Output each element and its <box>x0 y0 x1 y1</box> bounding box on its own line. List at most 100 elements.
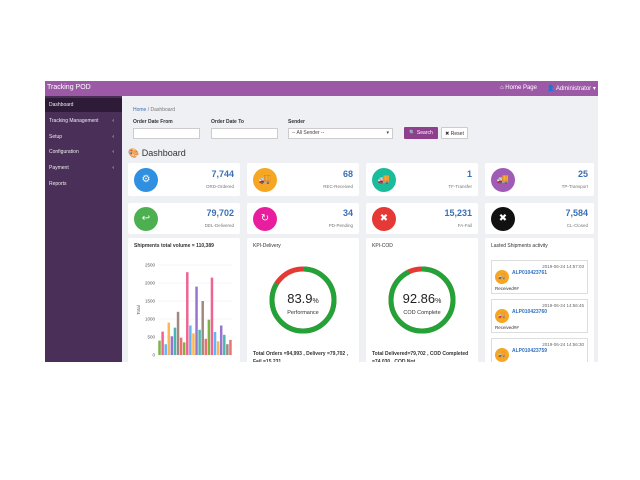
search-button[interactable]: 🔍 Search <box>404 127 438 139</box>
label: Sender <box>288 119 305 125</box>
date-input[interactable] <box>211 128 278 139</box>
sender-select[interactable]: -- All Sender -- ▾ <box>288 128 393 139</box>
sidebar-text[interactable]: Dashboard <box>49 102 74 108</box>
activity-code[interactable]: ALP010423761 <box>512 270 548 276</box>
activity-icon: 🚚 <box>495 270 509 284</box>
bar <box>176 311 180 355</box>
sidebar-text[interactable]: Payment <box>49 165 69 171</box>
sidebar-item[interactable]: Tracking Management ‹ <box>45 114 122 128</box>
stat-label: TP-Transport <box>561 183 588 189</box>
date-input[interactable] <box>133 128 200 139</box>
bar <box>204 338 208 355</box>
stat-label: FA-Fail <box>457 222 472 228</box>
brand[interactable]: Tracking POD <box>47 84 91 91</box>
y-axis-label: Total <box>136 305 141 315</box>
bar <box>210 277 214 355</box>
gauge-number: 83.9 <box>287 291 312 306</box>
sidebar-item[interactable]: Payment ‹ <box>45 161 122 175</box>
chevron: ‹ <box>112 134 114 140</box>
activity-time: 2019-06-24 14:56:45 <box>542 303 584 308</box>
stat-value: 7,584 <box>565 207 588 218</box>
stat-box: ✖ 15,231 FA-Fail <box>366 203 478 234</box>
bar <box>195 286 198 355</box>
home-text[interactable]: Home Page <box>505 85 537 91</box>
sidebar-text[interactable]: Configuration <box>49 149 79 155</box>
stat-box: 🚚 68 REC-Received <box>247 163 359 196</box>
y-tick-label: 2500 <box>145 263 156 268</box>
heading-text: Dashboard <box>141 148 186 158</box>
gauge-value: 92.86% <box>403 291 442 306</box>
gauge-value: 83.9% <box>287 291 319 306</box>
app: Tracking POD ⌂ Home Page 👤 Administrator… <box>45 81 598 362</box>
stat-value: 68 <box>342 168 353 179</box>
activity-icon: 🚚 <box>495 348 509 362</box>
panel-title: Shipments total volume = 110,389 <box>134 243 214 249</box>
gauge-arc <box>388 266 456 334</box>
sidebar-item[interactable]: Dashboard <box>45 98 122 112</box>
sidebar-item[interactable]: Reports <box>45 177 122 191</box>
user-text[interactable]: Administrator <box>555 86 592 92</box>
bar <box>229 339 232 355</box>
crumb[interactable]: Home <box>133 107 147 113</box>
button-text[interactable]: Reset <box>450 131 464 137</box>
stat-icon: ⚙ <box>134 167 158 192</box>
bar <box>189 325 192 355</box>
sidebar-item[interactable]: Setup ‹ <box>45 130 122 144</box>
stat-box: ↻ 34 PD-Pending <box>247 203 359 234</box>
panel-title: Lasted Shipments activity <box>491 243 548 249</box>
stat-value: 15,231 <box>444 207 472 218</box>
bar <box>223 334 226 355</box>
activity-status: Received## <box>495 286 519 291</box>
stat-label: PD-Pending <box>328 222 353 228</box>
stat-box: 🚚 25 TP-Transport <box>485 163 594 196</box>
y-tick-label: 1500 <box>145 299 156 304</box>
stat-value: 34 <box>342 207 353 218</box>
stat-icon: 🚚 <box>372 167 396 192</box>
bar <box>186 272 189 355</box>
sidebar-text[interactable]: Tracking Management <box>49 118 99 124</box>
bar <box>167 322 171 355</box>
reset-button[interactable]: ✖ Reset <box>441 127 468 139</box>
gauge-caption: COD Complete <box>403 310 440 316</box>
gauge-number: 92.86 <box>403 291 436 306</box>
user-menu[interactable]: 👤 Administrator ▾ <box>547 86 596 92</box>
stat-icon: ✖ <box>372 206 396 231</box>
stat-label: TF-Transfer <box>448 183 472 189</box>
bar <box>161 331 164 355</box>
y-tick-label: 1000 <box>145 317 156 322</box>
stat-box: 🚚 1 TF-Transfer <box>366 163 478 196</box>
home-link[interactable]: ⌂ Home Page <box>500 85 537 91</box>
stat-icon: ↻ <box>253 206 277 231</box>
button-text[interactable]: Search <box>416 130 433 136</box>
sidebar-item[interactable]: Configuration ‹ <box>45 145 122 159</box>
stat-icon: ✖ <box>491 206 515 231</box>
activity-item[interactable]: 🚚 2019-06-24 14:57:03 ALP010423761 Received… <box>491 260 588 294</box>
activity-code[interactable]: ALP010423760 <box>512 309 548 315</box>
stat-box: ⚙ 7,744 ORD-Ordered <box>128 163 240 196</box>
stat-icon: ↩ <box>134 206 158 231</box>
panel: KPI-COD 92.86% COD Complete Total Delivered… <box>366 238 478 362</box>
gauge-unit: % <box>313 298 319 305</box>
kpi-footer: Total Delivered=79,702 , COD Completed =… <box>372 351 469 362</box>
sidebar-text[interactable]: Setup <box>49 134 63 140</box>
chevron: ‹ <box>112 149 114 155</box>
kpi-footer: Total Orders =94,993 , Delivery =79,702 … <box>253 351 348 362</box>
label: Order Date From <box>133 119 173 125</box>
bar <box>213 331 217 355</box>
panel: KPI-Delivery 83.9% Performance Total Orders… <box>247 238 359 362</box>
gauge: 83.9% Performance <box>269 266 337 334</box>
activity-icon: 🚚 <box>495 309 509 323</box>
bar <box>182 342 186 355</box>
stat-label: CL-Closed <box>566 222 588 228</box>
select-text[interactable]: -- All Sender -- <box>292 130 325 136</box>
sidebar-text[interactable]: Reports <box>49 181 67 187</box>
bar <box>226 344 229 355</box>
activity-time: 2019-06-24 14:57:03 <box>542 264 584 269</box>
activity-item[interactable]: 🚚 2019-06-24 14:56:30 ALP010423759 <box>491 338 588 362</box>
crumb: Dashboard <box>150 107 175 113</box>
breadcrumb: Home / Dashboard <box>133 107 175 113</box>
activity-code[interactable]: ALP010423759 <box>512 348 548 354</box>
top-bar: Tracking POD ⌂ Home Page 👤 Administrator… <box>45 81 598 96</box>
activity-item[interactable]: 🚚 2019-06-24 14:56:45 ALP010423760 Received… <box>491 299 588 333</box>
panel: Lasted Shipments activity 🚚 2019-06-24 14:… <box>485 238 594 362</box>
